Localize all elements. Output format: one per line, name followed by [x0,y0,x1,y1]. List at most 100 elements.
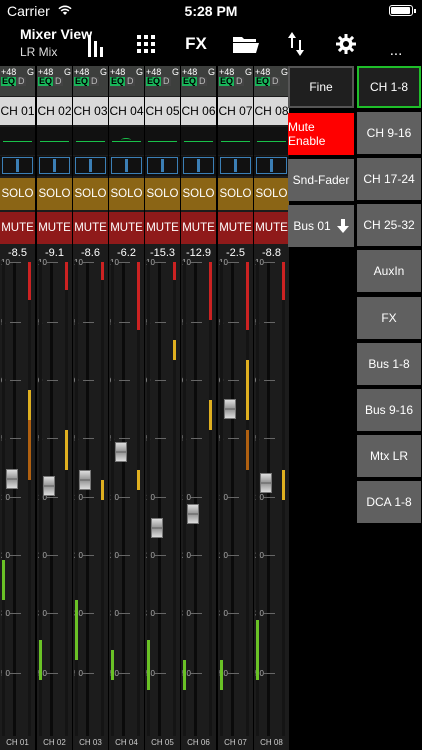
bus-select-button[interactable]: Bus 01 [288,205,354,247]
pan-control[interactable] [145,156,180,176]
meter-segment [101,262,104,280]
eq-curve[interactable] [73,127,108,155]
solo-button[interactable]: SOLO [145,178,180,210]
eq-curve[interactable] [218,127,253,155]
bank-button[interactable]: Bus 1-8 [357,342,421,385]
fader-knob[interactable] [260,472,272,493]
fine-button[interactable]: Fine [288,66,354,108]
bank-label: Bus 1-8 [368,356,410,371]
eq-curve[interactable] [0,127,35,155]
pan-control[interactable] [218,156,253,176]
scale-tick [119,380,130,381]
snd-fader-button[interactable]: Snd-Fader [288,159,354,201]
mute-enable-button[interactable]: Mute Enable [288,113,354,155]
channel-name[interactable]: CH 07 [218,97,253,125]
solo-button[interactable]: SOLO [254,178,289,210]
grid-icon [137,35,155,53]
channel-name[interactable]: CH 01 [0,97,35,125]
bank-button[interactable]: Bus 9-16 [357,388,421,431]
eq-gate-status[interactable]: +48 G EQ D [254,66,289,96]
eq-gate-status[interactable]: +48 G EQ D [37,66,72,96]
bank-button[interactable]: CH 25-32 [357,204,421,247]
dynamics-indicator: D [198,76,207,86]
mute-button[interactable]: MUTE [254,212,289,244]
meter-segment [28,420,31,480]
folder-button[interactable] [230,30,262,58]
pan-control[interactable] [73,156,108,176]
solo-button[interactable]: SOLO [181,178,216,210]
bank-button[interactable]: AuxIn [357,250,421,293]
pan-control[interactable] [0,156,35,176]
eq-gate-status[interactable]: +48 G EQ D [181,66,216,96]
level-meter [39,262,42,736]
scale-tick [191,555,202,556]
channel-footer-label: CH 08 [260,738,283,747]
scale-tick [119,322,130,323]
pan-control[interactable] [109,156,144,176]
eq-curve[interactable] [37,127,72,155]
scale-label: 10 [110,493,119,502]
fader-knob[interactable] [224,399,236,419]
gate-indicator: G [135,67,143,77]
eq-curve[interactable] [181,127,216,155]
snd-fader-label: Snd-Fader [292,173,350,187]
fader-knob[interactable] [43,476,55,497]
channel-name[interactable]: CH 06 [181,97,216,125]
eq-gate-status[interactable]: +48 G EQ D [73,66,108,96]
gate-indicator: G [26,67,34,77]
channel-name[interactable]: CH 04 [109,97,144,125]
fader-knob[interactable] [79,470,91,491]
channel-name[interactable]: CH 08 [254,97,289,125]
channel-name[interactable]: CH 02 [37,97,72,125]
swap-button[interactable] [284,30,308,58]
pan-control[interactable] [181,156,216,176]
mute-button[interactable]: MUTE [218,212,253,244]
mute-button[interactable]: MUTE [145,212,180,244]
scale-label: 30 [255,609,264,618]
mute-button[interactable]: MUTE [109,212,144,244]
channel-name[interactable]: CH 05 [145,97,180,125]
pan-control[interactable] [254,156,289,176]
bank-button[interactable]: CH 17-24 [357,158,421,201]
fader-knob[interactable] [151,517,163,538]
scale-tick [228,438,239,439]
scale-label: 30 [146,609,155,618]
eq-curve[interactable] [145,127,180,155]
eq-gate-status[interactable]: +48 G EQ D [0,66,35,96]
fader-knob[interactable] [187,503,199,524]
fader-level-readout: -8.8 [262,247,281,259]
eq-row: EQ D [74,77,107,86]
pan-control[interactable] [37,156,72,176]
solo-button[interactable]: SOLO [37,178,72,210]
eq-curve-bump [121,138,131,142]
fader-knob[interactable] [6,469,18,490]
settings-button[interactable] [334,30,358,58]
fader-view-button[interactable] [84,30,108,58]
scale-tick [191,322,202,323]
solo-button[interactable]: SOLO [109,178,144,210]
eq-curve[interactable] [254,127,289,155]
bank-button[interactable]: CH 9-16 [357,112,421,155]
mute-button[interactable]: MUTE [181,212,216,244]
grid-button[interactable] [133,30,159,58]
channel-name[interactable]: CH 03 [73,97,108,125]
bank-button[interactable]: DCA 1-8 [357,480,421,523]
mute-button[interactable]: MUTE [37,212,72,244]
eq-gate-status[interactable]: +48 G EQ D [218,66,253,96]
bank-button[interactable]: Mtx LR [357,434,421,477]
solo-button[interactable]: SOLO [218,178,253,210]
fader-knob[interactable] [115,442,127,463]
bank-button[interactable]: FX [357,296,421,339]
eq-gate-status[interactable]: +48 G EQ D [109,66,144,96]
fx-button[interactable]: FX [180,30,212,58]
solo-button[interactable]: SOLO [73,178,108,210]
bank-button[interactable]: CH 1-8 [357,66,421,108]
scale-label: 10 [74,258,83,267]
eq-gate-status[interactable]: +48 G EQ D [145,66,180,96]
mute-button[interactable]: MUTE [73,212,108,244]
solo-button[interactable]: SOLO [0,178,35,210]
eq-curve[interactable] [109,127,144,155]
more-button[interactable]: ... [383,36,409,64]
mute-button[interactable]: MUTE [0,212,35,244]
